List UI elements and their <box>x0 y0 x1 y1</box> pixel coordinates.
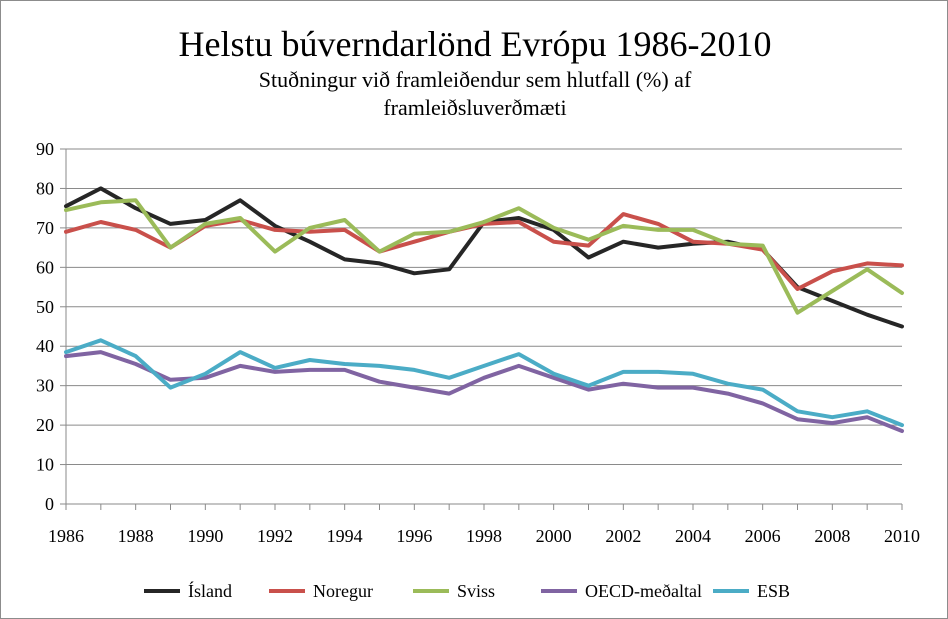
chart-subtitle-line2: framleiðsluverðmæti <box>383 95 566 120</box>
x-tick-label-2004: 2004 <box>675 526 711 546</box>
x-tick-label-2008: 2008 <box>814 526 850 546</box>
gridlines <box>66 148 902 466</box>
y-tick-label-0: 0 <box>45 494 54 514</box>
series-line-3 <box>64 198 904 315</box>
y-tick-label-70: 70 <box>36 218 54 238</box>
y-tick-label-40: 40 <box>36 336 54 356</box>
x-tick-label-1990: 1990 <box>187 526 223 546</box>
legend: Ísland Noregur Sviss OECD-meðaltal ESB <box>144 580 790 601</box>
x-tick-label-2002: 2002 <box>605 526 641 546</box>
x-tick-label-1988: 1988 <box>118 526 154 546</box>
y-tick-label-30: 30 <box>36 376 54 396</box>
legend-label-1: Ísland <box>188 580 232 601</box>
y-tick-label-50: 50 <box>36 297 54 317</box>
legend-label-5: ESB <box>757 581 790 601</box>
y-axis-ticks: 0 10 20 30 40 50 60 70 80 90 <box>36 139 66 514</box>
axes <box>65 149 902 505</box>
x-tick-label-1998: 1998 <box>466 526 502 546</box>
y-tick-label-10: 10 <box>36 455 54 475</box>
legend-label-4: OECD-meðaltal <box>585 581 702 601</box>
y-tick-label-80: 80 <box>36 178 54 198</box>
y-tick-label-90: 90 <box>36 139 54 159</box>
y-tick-label-20: 20 <box>36 415 54 435</box>
x-axis-ticks: 1986 1988 1990 1992 1994 1996 1998 2000 2002 2004… <box>48 504 920 546</box>
x-tick-label-2000: 2000 <box>536 526 572 546</box>
series-line-2 <box>64 212 904 291</box>
x-tick-label-1996: 1996 <box>396 526 432 546</box>
x-tick-label-2010: 2010 <box>884 526 920 546</box>
legend-label-2: Noregur <box>313 581 373 601</box>
x-tick-label-2006: 2006 <box>745 526 781 546</box>
x-tick-label-1986: 1986 <box>48 526 84 546</box>
legend-label-3: Sviss <box>457 581 495 601</box>
x-tick-label-1994: 1994 <box>327 526 363 546</box>
y-tick-label-60: 60 <box>36 257 54 277</box>
x-tick-label-1992: 1992 <box>257 526 293 546</box>
chart-subtitle-line1: Stuðningur við framleiðendur sem hlutfal… <box>259 67 692 92</box>
series-line-1 <box>64 186 904 329</box>
series-line-5 <box>64 338 904 428</box>
chart-title: Helstu búverndarlönd Evrópu 1986-2010 <box>179 24 772 64</box>
series-line-4 <box>64 350 904 433</box>
series-lines <box>64 186 904 433</box>
